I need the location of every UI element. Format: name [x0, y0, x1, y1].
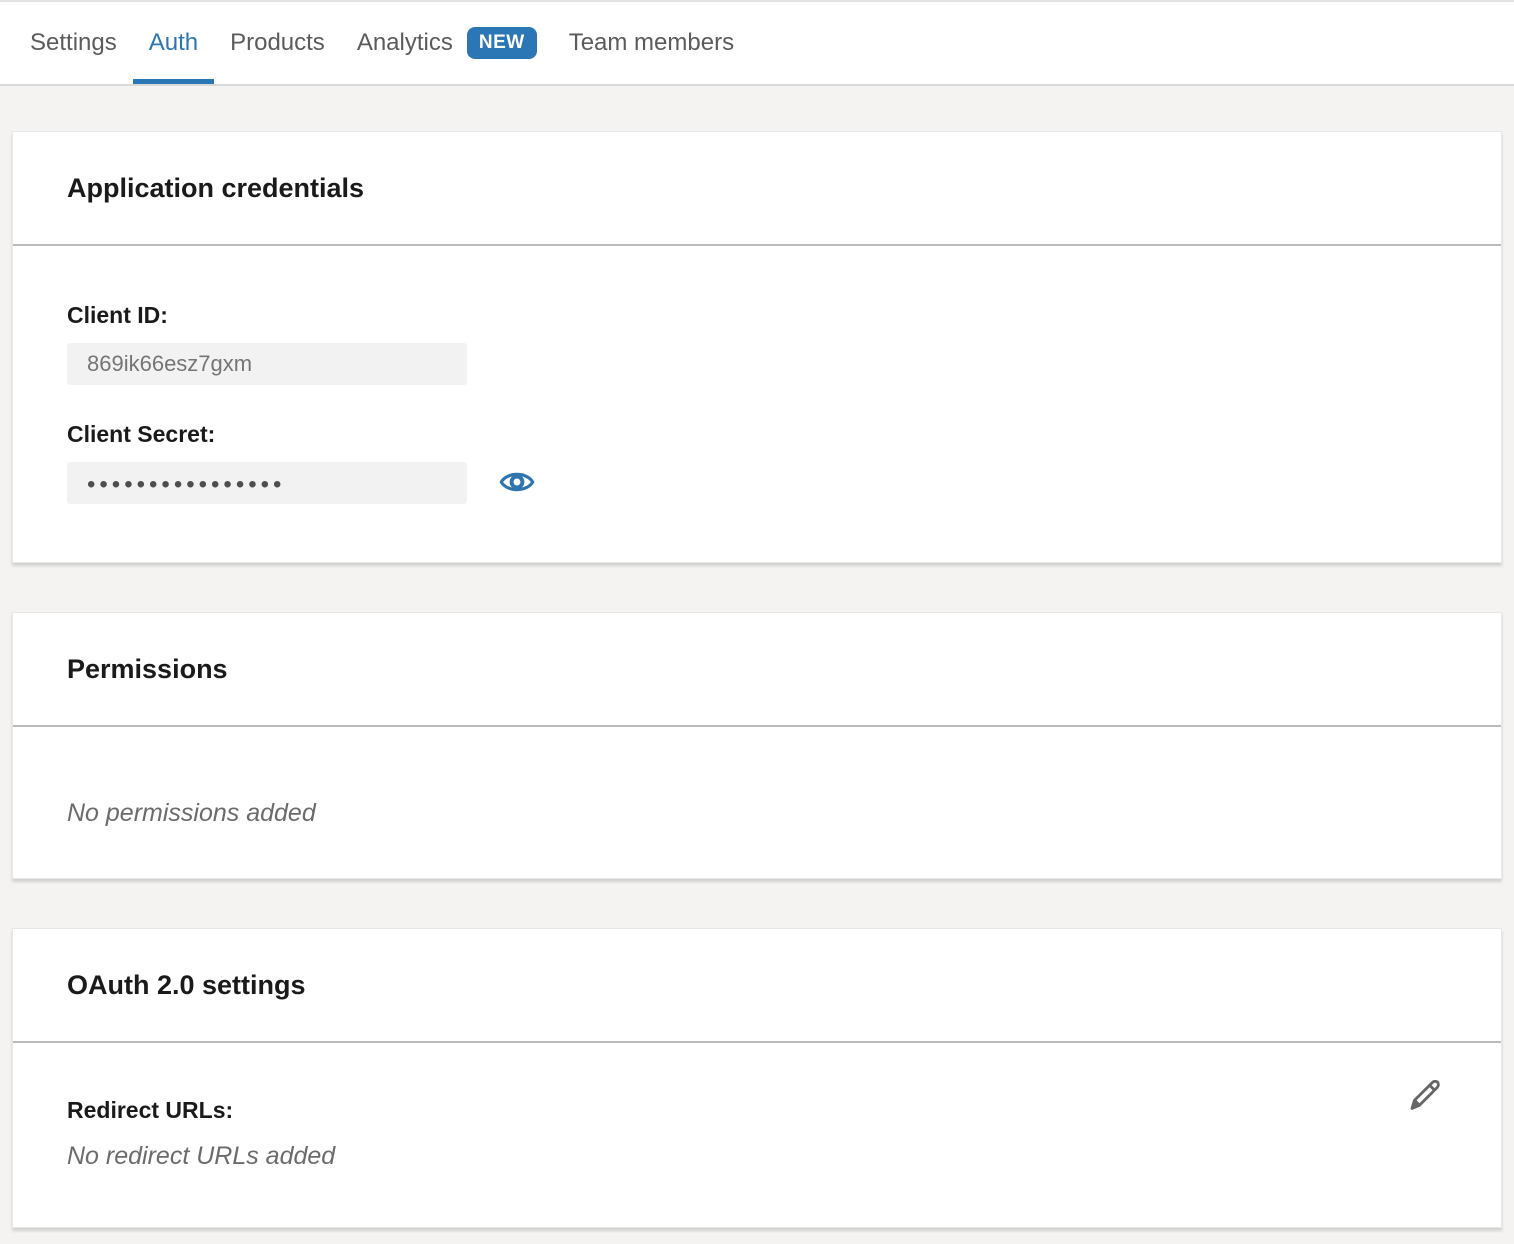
- permissions-title: Permissions: [67, 653, 228, 684]
- client-id-label: Client ID:: [67, 302, 168, 328]
- auth-page: Application credentials Client ID: 869ik…: [0, 86, 1514, 1228]
- tab-team-members[interactable]: Team members: [553, 2, 750, 84]
- client-secret-row: ••••••••••••••••: [67, 448, 1447, 504]
- oauth-settings-title: OAuth 2.0 settings: [67, 969, 306, 1000]
- application-credentials-header: Application credentials: [13, 132, 1501, 246]
- client-secret-label: Client Secret:: [67, 421, 216, 447]
- oauth-settings-body: Redirect URLs: No redirect URLs added: [13, 1043, 1501, 1227]
- tab-auth-label: Auth: [148, 29, 199, 56]
- permissions-header: Permissions: [13, 613, 1501, 727]
- reveal-secret-button[interactable]: [499, 467, 535, 497]
- tab-products[interactable]: Products: [214, 2, 341, 84]
- client-id-text: 869ik66esz7gxm: [87, 351, 253, 376]
- tab-settings[interactable]: Settings: [14, 2, 133, 84]
- tab-settings-label: Settings: [30, 29, 117, 56]
- tab-team-members-label: Team members: [568, 29, 735, 56]
- tab-analytics[interactable]: Analytics NEW: [341, 2, 553, 84]
- tab-auth[interactable]: Auth: [132, 2, 215, 84]
- eye-icon: [499, 467, 535, 497]
- permissions-body: No permissions added: [13, 727, 1501, 878]
- new-badge: NEW: [466, 27, 537, 59]
- client-id-value[interactable]: 869ik66esz7gxm: [67, 343, 467, 385]
- application-credentials-body: Client ID: 869ik66esz7gxm Client Secret:…: [13, 246, 1501, 562]
- permissions-card: Permissions No permissions added: [12, 612, 1502, 879]
- application-credentials-card: Application credentials Client ID: 869ik…: [12, 131, 1502, 563]
- tab-analytics-label: Analytics: [356, 29, 453, 56]
- client-secret-masked-text: ••••••••••••••••: [87, 471, 286, 497]
- application-credentials-title: Application credentials: [67, 172, 365, 203]
- redirect-urls-empty-text: No redirect URLs added: [67, 1142, 336, 1170]
- tab-products-label: Products: [230, 29, 325, 56]
- oauth-settings-header: OAuth 2.0 settings: [13, 929, 1501, 1043]
- tab-bar: Settings Auth Products Analytics NEW Tea…: [0, 0, 1514, 86]
- pencil-icon: [1403, 1073, 1445, 1115]
- edit-redirect-urls-button[interactable]: [1401, 1071, 1447, 1117]
- oauth-settings-card: OAuth 2.0 settings Redirect URLs: No red…: [12, 928, 1502, 1228]
- client-secret-value[interactable]: ••••••••••••••••: [67, 462, 467, 504]
- permissions-empty-text: No permissions added: [67, 799, 316, 827]
- redirect-urls-label: Redirect URLs:: [67, 1097, 234, 1123]
